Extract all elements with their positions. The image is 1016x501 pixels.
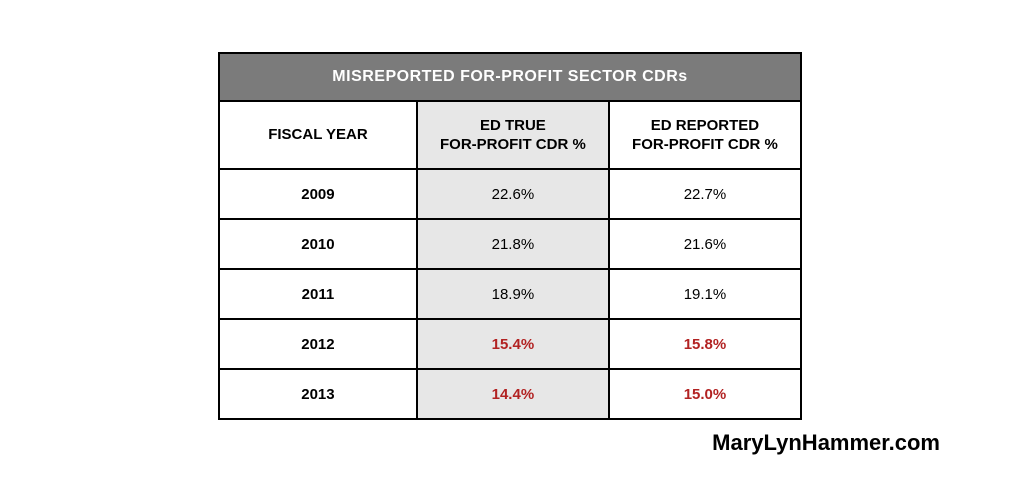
table-title: MISREPORTED FOR-PROFIT SECTOR CDRs (219, 53, 801, 101)
cell-reported-cdr: 15.0% (609, 369, 801, 419)
cell-fiscal-year: 2011 (219, 269, 417, 319)
table-row: 200922.6%22.7% (219, 169, 801, 219)
cell-true-cdr: 22.6% (417, 169, 609, 219)
col-header-true-cdr-line1: ED TRUE (480, 117, 546, 134)
table-body: 200922.6%22.7%201021.8%21.6%201118.9%19.… (219, 169, 801, 419)
cell-reported-cdr: 22.7% (609, 169, 801, 219)
cell-fiscal-year: 2009 (219, 169, 417, 219)
col-header-reported-cdr-line1: ED REPORTED (651, 117, 759, 134)
cell-fiscal-year: 2010 (219, 219, 417, 269)
cell-fiscal-year: 2012 (219, 319, 417, 369)
table-row: 201215.4%15.8% (219, 319, 801, 369)
table-row: 201021.8%21.6% (219, 219, 801, 269)
attribution-text: MaryLynHammer.com (712, 430, 940, 456)
cell-true-cdr: 14.4% (417, 369, 609, 419)
table-row: 201314.4%15.0% (219, 369, 801, 419)
table-header-row: FISCAL YEAR ED TRUE FOR-PROFIT CDR % ED … (219, 101, 801, 169)
cell-reported-cdr: 15.8% (609, 319, 801, 369)
table-row: 201118.9%19.1% (219, 269, 801, 319)
cell-true-cdr: 15.4% (417, 319, 609, 369)
col-header-true-cdr: ED TRUE FOR-PROFIT CDR % (417, 101, 609, 169)
page: MISREPORTED FOR-PROFIT SECTOR CDRs FISCA… (0, 0, 1016, 501)
cdr-table: MISREPORTED FOR-PROFIT SECTOR CDRs FISCA… (218, 52, 802, 420)
cell-reported-cdr: 21.6% (609, 219, 801, 269)
col-header-fiscal-year: FISCAL YEAR (219, 101, 417, 169)
table-title-row: MISREPORTED FOR-PROFIT SECTOR CDRs (219, 53, 801, 101)
cdr-table-container: MISREPORTED FOR-PROFIT SECTOR CDRs FISCA… (218, 52, 802, 420)
col-header-true-cdr-line2: FOR-PROFIT CDR % (440, 136, 586, 153)
cell-fiscal-year: 2013 (219, 369, 417, 419)
col-header-reported-cdr: ED REPORTED FOR-PROFIT CDR % (609, 101, 801, 169)
cell-true-cdr: 18.9% (417, 269, 609, 319)
cell-reported-cdr: 19.1% (609, 269, 801, 319)
col-header-reported-cdr-line2: FOR-PROFIT CDR % (632, 136, 778, 153)
cell-true-cdr: 21.8% (417, 219, 609, 269)
